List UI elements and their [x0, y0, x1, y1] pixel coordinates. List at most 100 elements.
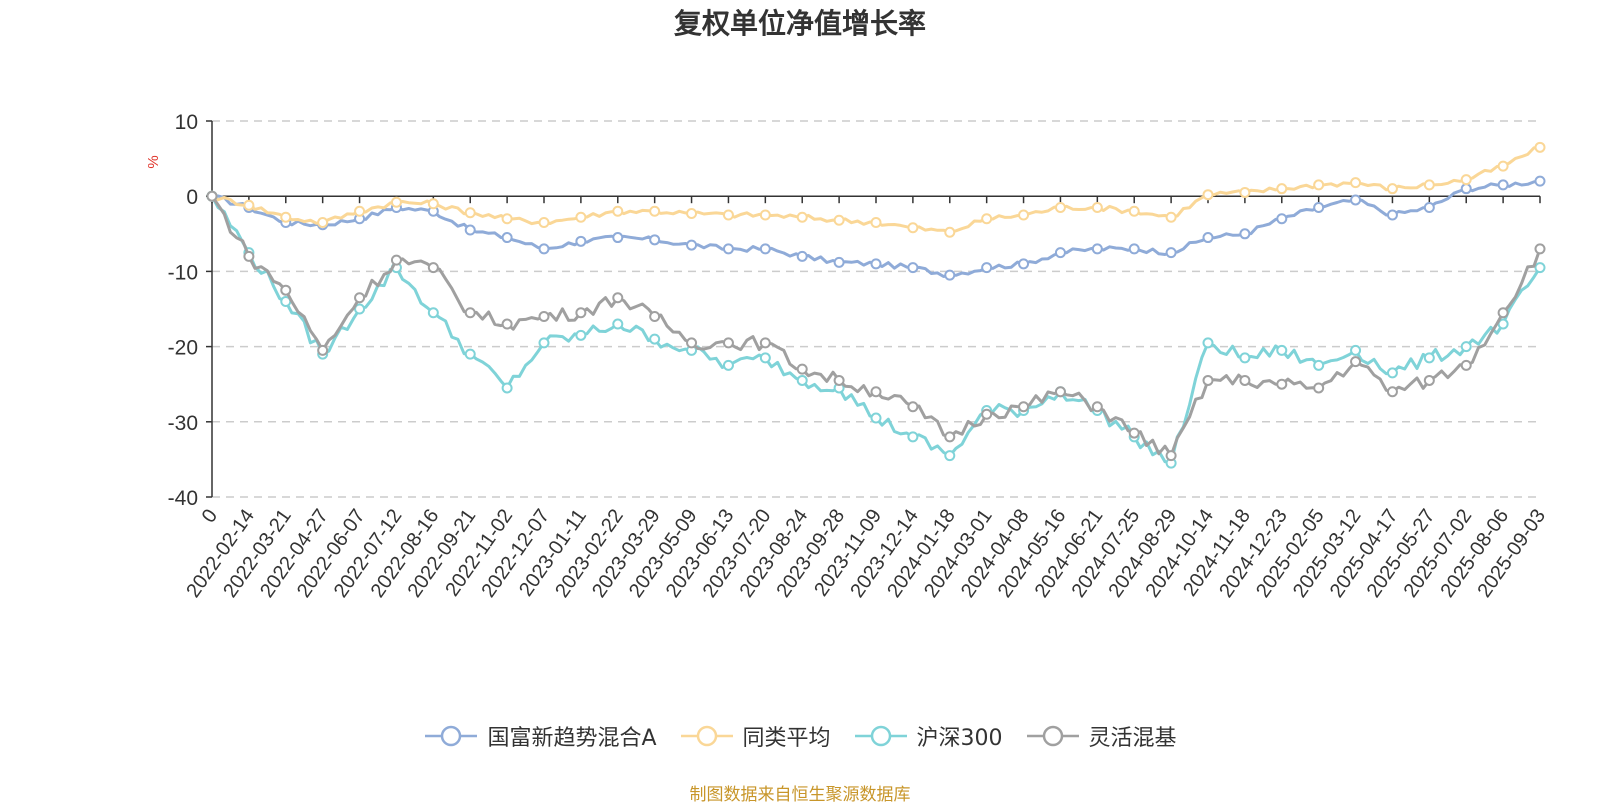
- legend-item[interactable]: 国富新趋势混合A: [423, 720, 657, 752]
- data-point: [1386, 386, 1398, 398]
- legend-swatch: [854, 725, 907, 747]
- data-point: [944, 450, 956, 462]
- data-point: [1128, 205, 1140, 217]
- data-point: [796, 363, 808, 375]
- legend-item[interactable]: 同类平均: [679, 720, 831, 752]
- legend-swatch: [1026, 725, 1079, 747]
- data-point: [354, 205, 366, 217]
- data-point: [1018, 209, 1030, 221]
- data-point: [1239, 228, 1251, 240]
- data-point: [649, 333, 661, 345]
- legend-item[interactable]: 灵活混基: [1025, 720, 1177, 752]
- legend-label: 灵活混基: [1088, 726, 1177, 751]
- y-tick-label: 0: [186, 186, 198, 209]
- data-point: [981, 213, 993, 225]
- data-point: [1350, 344, 1362, 356]
- data-point: [870, 412, 882, 424]
- data-point: [1202, 189, 1214, 201]
- data-point: [575, 235, 587, 247]
- legend-marker: [441, 725, 462, 747]
- data-point: [1423, 352, 1435, 364]
- data-point: [722, 209, 734, 221]
- data-point: [1165, 450, 1177, 462]
- data-point: [1313, 382, 1325, 394]
- data-point: [1460, 341, 1472, 353]
- data-point: [1460, 174, 1472, 186]
- data-point: [981, 262, 993, 274]
- data-point: [612, 318, 624, 330]
- data-point: [1091, 201, 1103, 213]
- y-tick-label: -40: [168, 487, 198, 510]
- legend-marker: [696, 725, 717, 747]
- data-point: [612, 205, 624, 217]
- data-point: [464, 307, 476, 319]
- data-point: [1165, 211, 1177, 223]
- data-point: [1423, 374, 1435, 386]
- data-point: [1350, 177, 1362, 189]
- data-point: [1497, 160, 1509, 172]
- data-point: [1497, 179, 1509, 191]
- data-point: [243, 199, 255, 211]
- data-point: [1313, 179, 1325, 191]
- data-point: [870, 258, 882, 270]
- data-point: [1460, 183, 1472, 195]
- y-tick-label: -30: [168, 412, 198, 435]
- data-point: [686, 207, 698, 219]
- data-point: [981, 408, 993, 420]
- data-point: [1423, 201, 1435, 213]
- data-point: [1202, 337, 1214, 349]
- data-point: [944, 226, 956, 238]
- data-point: [1534, 243, 1546, 255]
- data-point: [1497, 318, 1509, 330]
- data-point: [501, 213, 513, 225]
- legend-item[interactable]: 沪深300: [853, 720, 1003, 752]
- data-point: [1091, 401, 1103, 413]
- data-point: [649, 234, 661, 246]
- data-point: [575, 307, 587, 319]
- data-point: [464, 207, 476, 219]
- data-point: [870, 217, 882, 229]
- data-point: [1128, 427, 1140, 439]
- data-point: [1165, 247, 1177, 259]
- data-point: [1534, 262, 1546, 274]
- data-point: [464, 224, 476, 236]
- data-point: [501, 318, 513, 330]
- data-point: [427, 198, 439, 210]
- data-point: [1276, 378, 1288, 390]
- data-point: [796, 250, 808, 262]
- legend-swatch: [680, 725, 733, 747]
- data-point: [1386, 183, 1398, 195]
- data-point: [1276, 183, 1288, 195]
- data-point: [538, 243, 550, 255]
- data-point: [1091, 243, 1103, 255]
- data-point: [759, 243, 771, 255]
- data-point: [907, 401, 919, 413]
- data-point: [796, 374, 808, 386]
- series-lines: [206, 141, 1546, 469]
- data-point: [243, 250, 255, 262]
- data-point: [1202, 232, 1214, 244]
- data-point: [464, 348, 476, 360]
- data-point: [1239, 186, 1251, 198]
- data-point: [1386, 367, 1398, 379]
- data-point: [686, 239, 698, 251]
- data-point: [575, 211, 587, 223]
- data-point: [1128, 243, 1140, 255]
- data-point: [354, 303, 366, 315]
- data-point: [1313, 201, 1325, 213]
- data-point: [612, 292, 624, 304]
- data-point: [1350, 356, 1362, 368]
- data-point: [833, 374, 845, 386]
- data-point: [1018, 401, 1030, 413]
- data-point: [1313, 359, 1325, 371]
- legend-swatch: [425, 725, 478, 747]
- data-point: [907, 222, 919, 234]
- data-point: [1202, 374, 1214, 386]
- data-point: [1350, 194, 1362, 206]
- legend-marker: [870, 725, 891, 747]
- data-point: [1534, 175, 1546, 187]
- data-point: [538, 337, 550, 349]
- data-point: [722, 337, 734, 349]
- source-note: 制图数据来自恒生聚源数据库: [689, 785, 911, 805]
